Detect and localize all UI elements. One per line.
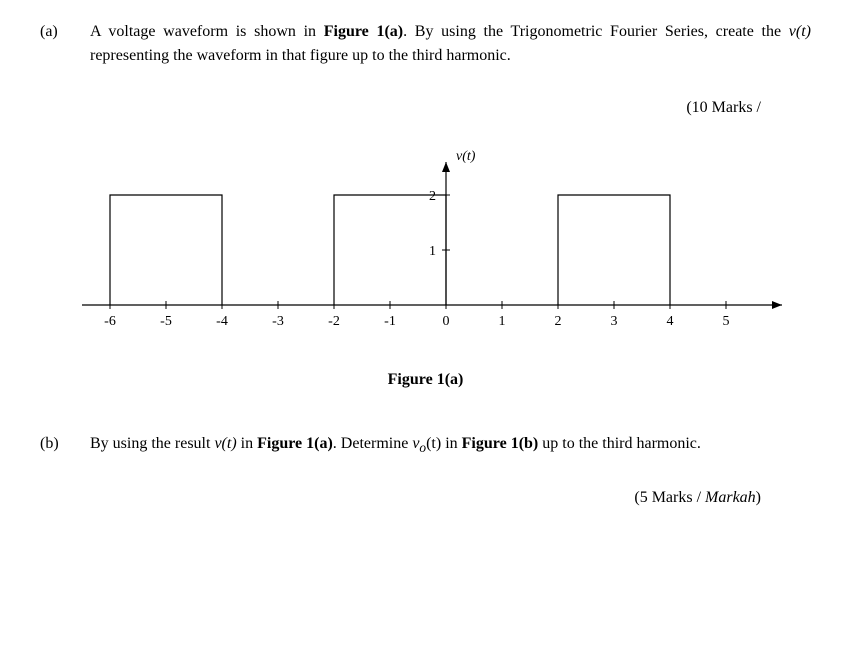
svg-text:2: 2 xyxy=(554,314,561,329)
part-b-body: By using the result v(t) in Figure 1(a).… xyxy=(90,432,811,458)
part-b-text2: in xyxy=(237,435,257,452)
svg-text:-4: -4 xyxy=(216,314,228,329)
part-b-marks-suffix: ) xyxy=(756,489,761,506)
svg-text:1: 1 xyxy=(429,244,436,259)
part-b-var2arg: (t) xyxy=(426,435,441,452)
part-a-figref: Figure 1(a) xyxy=(324,23,403,40)
svg-text:-3: -3 xyxy=(272,314,284,329)
part-b-text1: By using the result xyxy=(90,435,214,452)
part-b-var1: v(t) xyxy=(214,435,236,452)
svg-text:v(t): v(t) xyxy=(456,149,476,164)
part-a-text3: representing the waveform in that figure… xyxy=(90,47,511,64)
part-b-text4: in xyxy=(441,435,461,452)
svg-text:-5: -5 xyxy=(160,314,172,329)
svg-text:5: 5 xyxy=(722,314,729,329)
part-b-text3: . Determine xyxy=(333,435,413,452)
part-a-body: A voltage waveform is shown in Figure 1(… xyxy=(90,20,811,68)
part-a: (a) A voltage waveform is shown in Figur… xyxy=(40,20,811,68)
part-a-marks: (10 Marks / xyxy=(40,96,811,120)
figure-1a-chart: tv(t)-6-5-4-3-2-101234512 xyxy=(66,130,786,360)
figure-1a-caption: Figure 1(a) xyxy=(40,368,811,392)
svg-text:3: 3 xyxy=(610,314,617,329)
svg-text:-6: -6 xyxy=(104,314,116,329)
part-b-figref2: Figure 1(b) xyxy=(462,435,539,452)
svg-text:-2: -2 xyxy=(328,314,340,329)
svg-text:1: 1 xyxy=(498,314,505,329)
svg-text:0: 0 xyxy=(442,314,449,329)
part-b-marks-prefix: (5 Marks / xyxy=(634,489,705,506)
part-b-marks: (5 Marks / Markah) xyxy=(40,486,811,510)
part-a-label: (a) xyxy=(40,20,90,44)
part-a-text1: A voltage waveform is shown in xyxy=(90,23,324,40)
svg-text:-1: -1 xyxy=(384,314,396,329)
part-a-var: v(t) xyxy=(789,23,811,40)
svg-text:4: 4 xyxy=(666,314,673,329)
part-a-text2: . By using the Trigonometric Fourier Ser… xyxy=(403,23,789,40)
part-b-label: (b) xyxy=(40,432,90,456)
part-b-text5: up to the third harmonic. xyxy=(538,435,701,452)
svg-text:2: 2 xyxy=(429,189,436,204)
part-b-marks-italic: Markah xyxy=(705,489,756,506)
figure-1a-container: tv(t)-6-5-4-3-2-101234512 xyxy=(40,130,811,360)
part-b: (b) By using the result v(t) in Figure 1… xyxy=(40,432,811,458)
part-b-figref1: Figure 1(a) xyxy=(257,435,333,452)
